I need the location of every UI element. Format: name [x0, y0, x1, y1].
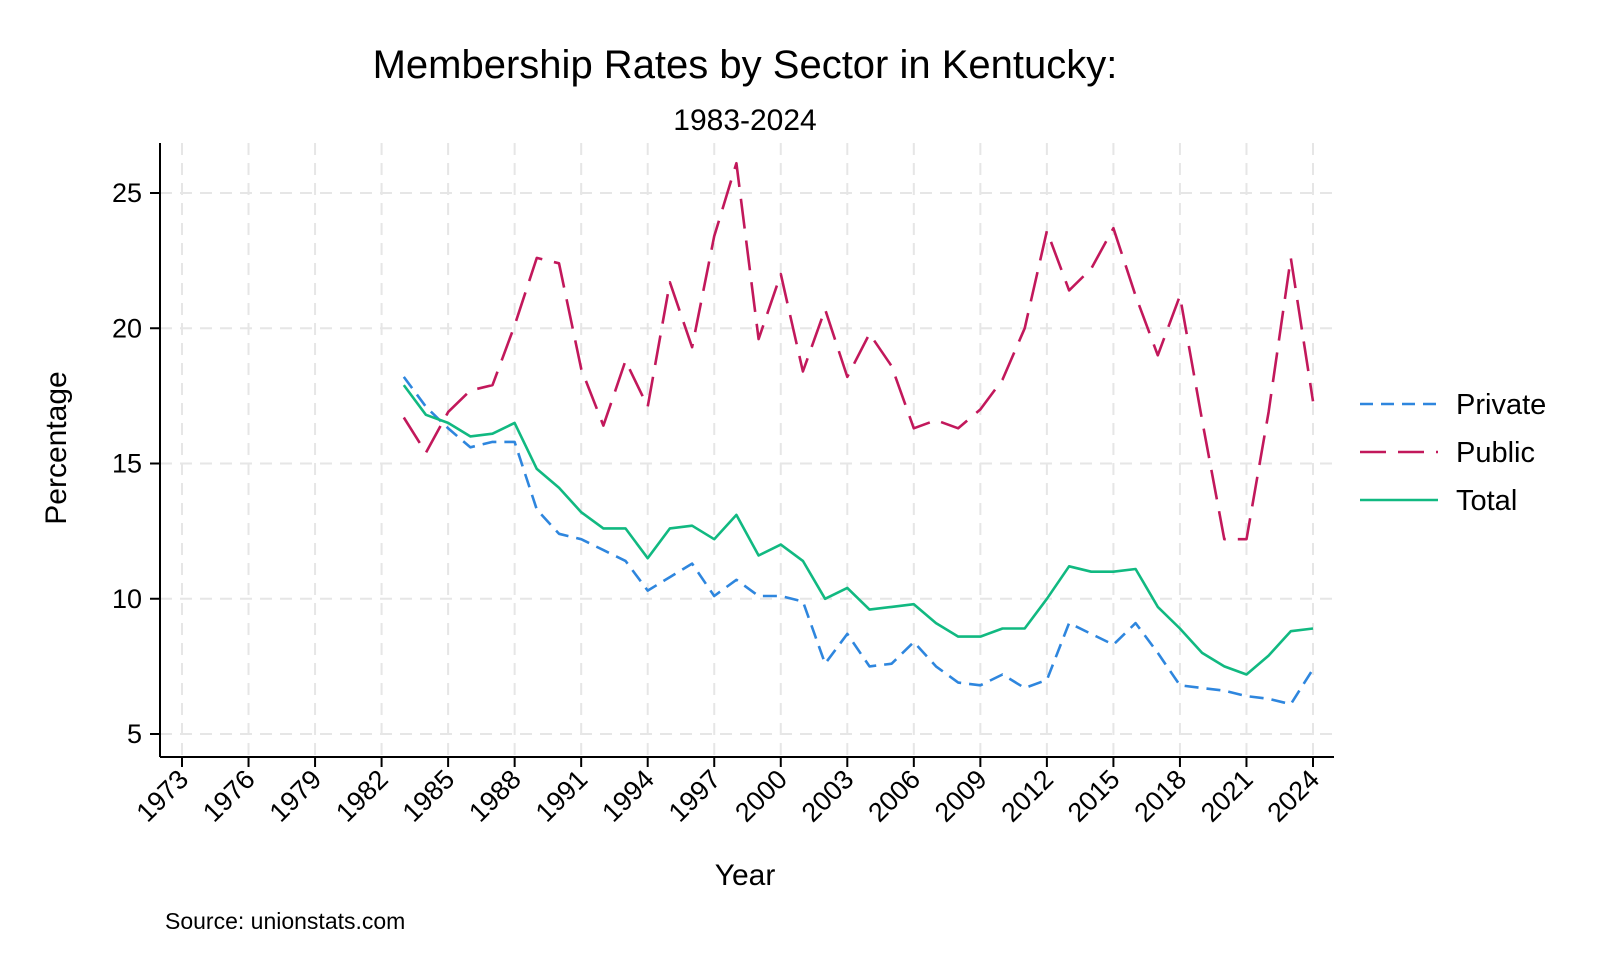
x-tick-label: 1976 — [197, 764, 261, 828]
x-tick-label: 2006 — [862, 764, 926, 828]
legend-label-public: Public — [1456, 437, 1535, 469]
y-tick-label: 25 — [112, 178, 142, 208]
x-tick-label: 2018 — [1128, 764, 1192, 828]
x-tick-label: 1988 — [463, 764, 527, 828]
x-tick-label: 1982 — [330, 764, 394, 828]
series-line-total — [402, 384, 1314, 676]
x-tick-label: 1997 — [663, 764, 727, 828]
x-tick-label: 2021 — [1195, 764, 1259, 828]
source-note: Source: unionstats.com — [165, 908, 405, 934]
x-tick-label: 2012 — [995, 764, 1059, 828]
chart-subtitle: 1983-2024 — [673, 104, 816, 137]
x-tick-label: 1994 — [596, 764, 660, 828]
y-tick-label: 20 — [112, 313, 142, 343]
x-tick-label: 1973 — [131, 764, 195, 828]
x-tick-label: 2009 — [929, 764, 993, 828]
chart-title: Membership Rates by Sector in Kentucky: — [373, 43, 1118, 87]
y-axis-title: Percentage — [40, 371, 73, 524]
x-tick-label: 1979 — [264, 764, 328, 828]
series-line-public — [402, 161, 1315, 541]
x-tick-label: 1985 — [397, 764, 461, 828]
x-tick-label: 2000 — [729, 764, 793, 828]
legend-label-private: Private — [1456, 389, 1546, 421]
x-tick-label: 2024 — [1262, 764, 1326, 828]
y-tick-label: 5 — [127, 719, 142, 749]
x-tick-label: 2003 — [796, 764, 860, 828]
series-line-private — [402, 376, 1315, 706]
legend: Private Public Total — [1360, 389, 1546, 517]
y-tick-label: 10 — [112, 584, 142, 614]
x-axis-title: Year — [715, 859, 776, 892]
legend-label-total: Total — [1456, 485, 1517, 517]
series-lines — [402, 161, 1315, 706]
x-tick-label: 2015 — [1062, 764, 1126, 828]
gridlines — [160, 143, 1334, 757]
y-tick-label: 15 — [112, 449, 142, 479]
x-tick-label: 1991 — [530, 764, 594, 828]
